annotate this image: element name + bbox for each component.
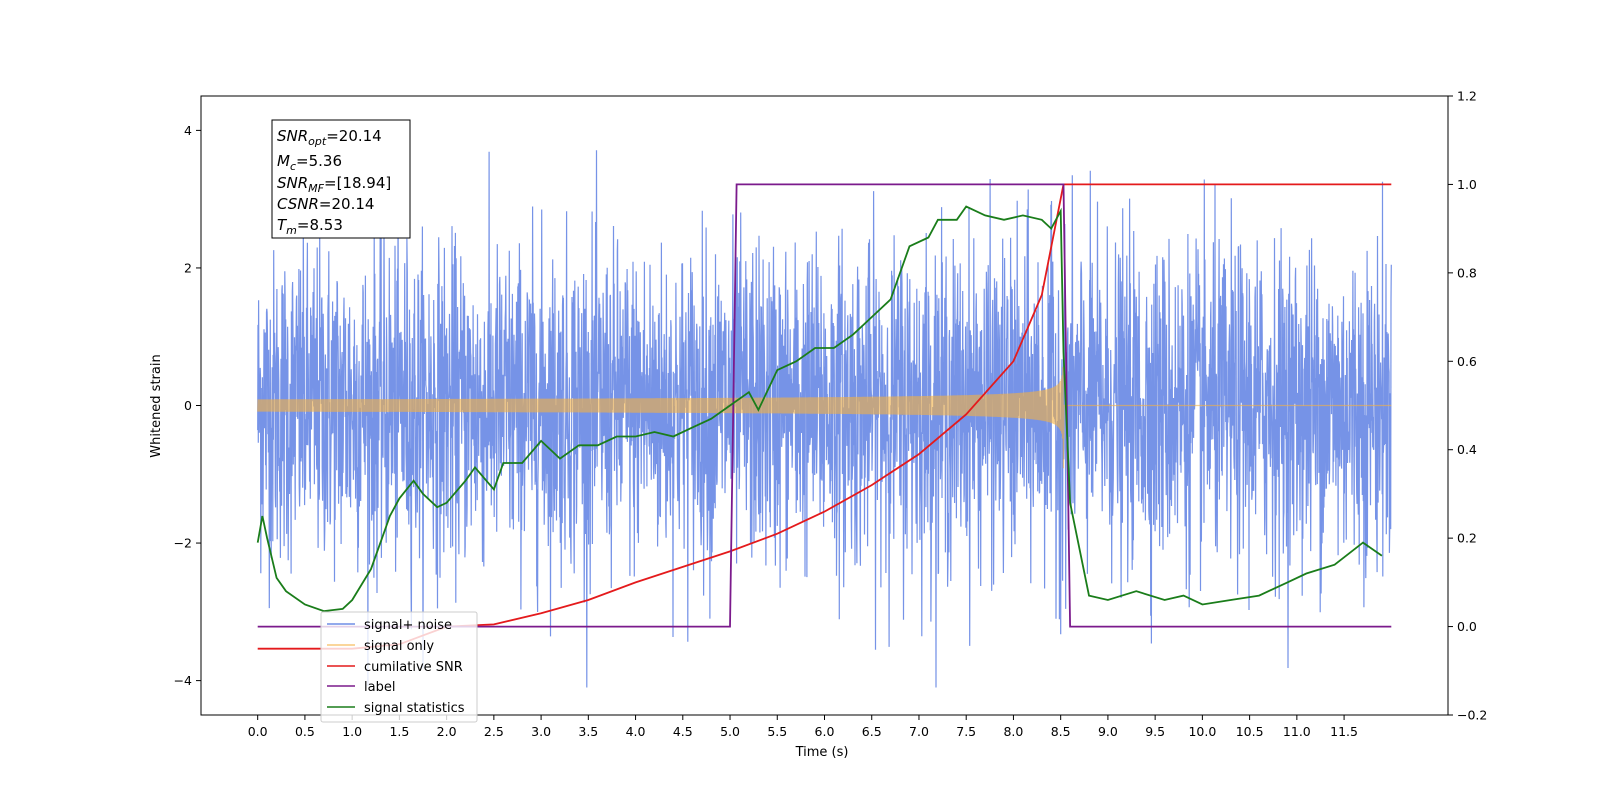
info-snr-mf: SNRMF=[18.94] bbox=[277, 174, 391, 195]
info-box: SNRopt=20.14 Mc=5.36 SNRMF=[18.94] CSNR=… bbox=[271, 119, 411, 239]
x-tick-label: 8.0 bbox=[1003, 724, 1023, 739]
x-tick-label: 4.0 bbox=[626, 724, 646, 739]
x-tick-label: 0.0 bbox=[248, 724, 268, 739]
series-label-line bbox=[257, 183, 1392, 628]
x-tick-label: 2.0 bbox=[437, 724, 457, 739]
x-tick-label: 9.0 bbox=[1098, 724, 1118, 739]
legend-label-label: label bbox=[364, 680, 395, 695]
series-signal-noise-line bbox=[257, 150, 1392, 688]
x-tick-label: 2.5 bbox=[484, 724, 504, 739]
info-mc: Mc=5.36 bbox=[277, 152, 342, 173]
x-tick-label: 4.5 bbox=[673, 724, 693, 739]
y-axis-left-ticks: −4 −2 0 2 4 bbox=[174, 123, 201, 688]
x-tick-label: 7.5 bbox=[956, 724, 976, 739]
x-axis-ticks: 0.0 0.5 1.0 1.5 2.0 2.5 3.0 3.5 4.0 4.5 5.0 5.5 6.0 6… bbox=[248, 715, 1358, 739]
y2-tick-label: 0.2 bbox=[1457, 531, 1477, 546]
y2-tick-label: 0.6 bbox=[1457, 354, 1477, 369]
legend: signal+ noise signal only cumilative SNR… bbox=[320, 611, 478, 723]
y-tick-label: 2 bbox=[184, 260, 192, 275]
x-tick-label: 0.5 bbox=[295, 724, 315, 739]
x-tick-label: 5.5 bbox=[767, 724, 787, 739]
x-tick-label: 9.5 bbox=[1145, 724, 1165, 739]
y-axis-label: Whitened strain bbox=[149, 354, 164, 457]
x-tick-label: 6.5 bbox=[862, 724, 882, 739]
series-signal-statistics-line bbox=[256, 205, 1383, 613]
y2-tick-label: 0.8 bbox=[1457, 265, 1477, 280]
y-tick-label: −2 bbox=[174, 536, 192, 551]
info-csnr: CSNR=20.14 bbox=[277, 195, 374, 213]
legend-label-signal-noise: signal+ noise bbox=[364, 618, 452, 633]
legend-frame bbox=[320, 611, 478, 723]
x-tick-label: 7.0 bbox=[909, 724, 929, 739]
x-tick-label: 5.0 bbox=[720, 724, 740, 739]
legend-label-cumulative-snr: cumilative SNR bbox=[364, 660, 463, 675]
y-tick-label: −4 bbox=[174, 673, 192, 688]
x-tick-label: 10.5 bbox=[1236, 724, 1264, 739]
y2-tick-label: 1.0 bbox=[1457, 177, 1477, 192]
legend-label-signal-statistics: signal statistics bbox=[364, 701, 465, 716]
series-signal-only-line bbox=[257, 366, 1392, 469]
x-tick-label: 1.5 bbox=[389, 724, 409, 739]
y2-tick-label: 1.2 bbox=[1457, 89, 1477, 104]
x-tick-label: 11.5 bbox=[1330, 724, 1358, 739]
x-tick-label: 3.0 bbox=[531, 724, 551, 739]
x-tick-label: 11.0 bbox=[1283, 724, 1311, 739]
x-tick-label: 3.5 bbox=[578, 724, 598, 739]
y2-tick-label: −0.2 bbox=[1457, 708, 1487, 723]
y-tick-label: 0 bbox=[184, 398, 192, 413]
x-tick-label: 6.0 bbox=[815, 724, 835, 739]
x-tick-label: 10.0 bbox=[1188, 724, 1216, 739]
y-axis-right-ticks: −0.2 0.0 0.2 0.4 0.6 0.8 1.0 1.2 bbox=[1448, 89, 1487, 723]
info-box-frame bbox=[271, 119, 411, 239]
x-tick-label: 1.0 bbox=[342, 724, 362, 739]
y2-tick-label: 0.4 bbox=[1457, 442, 1477, 457]
x-tick-label: 8.5 bbox=[1051, 724, 1071, 739]
legend-label-signal-only: signal only bbox=[364, 639, 434, 654]
y-tick-label: 4 bbox=[184, 123, 192, 138]
info-snr-opt: SNRopt=20.14 bbox=[277, 127, 382, 148]
x-axis-label: Time (s) bbox=[795, 745, 849, 760]
y2-tick-label: 0.0 bbox=[1457, 619, 1477, 634]
info-tm: Tm=8.53 bbox=[277, 216, 343, 237]
